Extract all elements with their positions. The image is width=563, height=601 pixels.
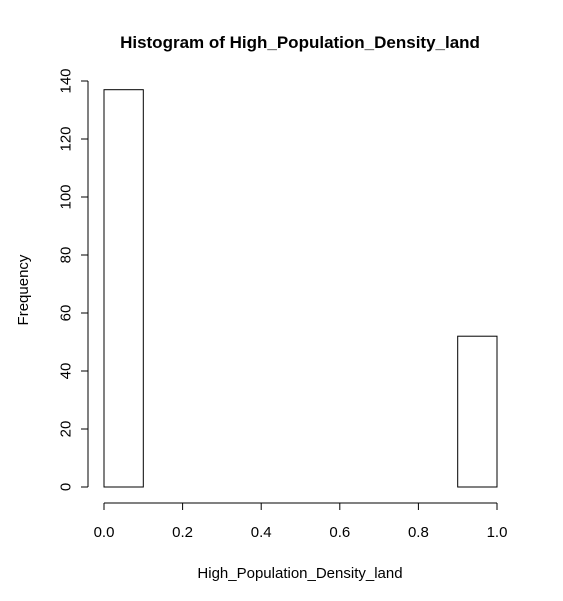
y-tick-label-2: 40 bbox=[58, 363, 75, 380]
x-axis: 0.0 0.2 0.4 0.6 0.8 1.0 bbox=[94, 502, 508, 541]
x-axis-label: High_Population_Density_land bbox=[197, 565, 402, 582]
histogram-bar-0 bbox=[103, 89, 144, 488]
histogram-bar-9 bbox=[457, 335, 498, 488]
y-tick-label-6: 120 bbox=[58, 126, 75, 151]
x-tick-label-1: 0.2 bbox=[172, 524, 193, 541]
x-tick-label-4: 0.8 bbox=[408, 524, 429, 541]
bars-group bbox=[103, 89, 498, 488]
y-tick-label-3: 60 bbox=[58, 305, 75, 322]
y-tick-label-7: 140 bbox=[58, 68, 75, 93]
x-tick-label-2: 0.4 bbox=[251, 524, 272, 541]
y-axis-label: Frequency bbox=[15, 254, 32, 325]
x-tick-label-0: 0.0 bbox=[94, 524, 115, 541]
chart-title: Histogram of High_Population_Density_lan… bbox=[120, 33, 480, 52]
y-tick-label-1: 20 bbox=[58, 421, 75, 438]
x-tick-label-5: 1.0 bbox=[487, 524, 508, 541]
x-tick-label-3: 0.6 bbox=[329, 524, 350, 541]
y-tick-label-4: 80 bbox=[58, 247, 75, 264]
y-tick-label-5: 100 bbox=[58, 184, 75, 209]
y-axis: 0 20 40 60 80 100 120 140 bbox=[58, 68, 89, 491]
y-tick-label-0: 0 bbox=[58, 483, 75, 491]
